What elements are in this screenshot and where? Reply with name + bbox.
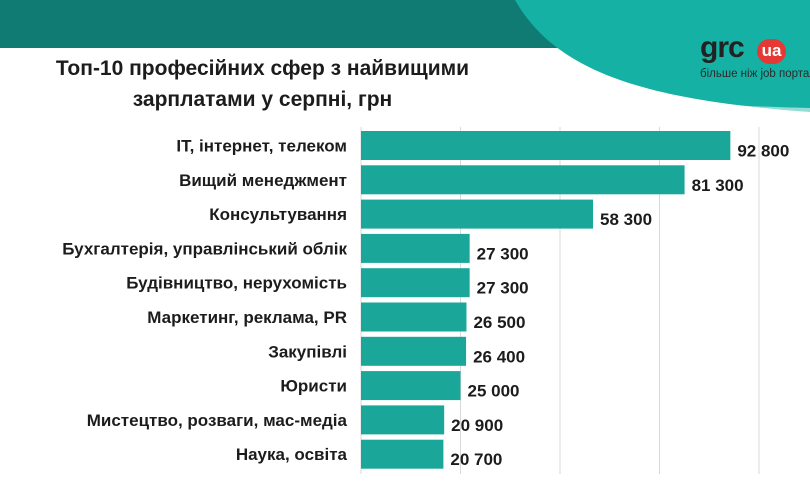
bar	[361, 405, 445, 435]
value-label: 26 400	[473, 347, 525, 366]
bar	[361, 131, 731, 160]
bar	[361, 199, 594, 229]
value-label: 27 300	[477, 279, 529, 298]
logo-badge: ua	[757, 39, 786, 64]
value-label: 92 800	[737, 142, 789, 161]
logo-tagline: більше ніж job портал	[700, 68, 810, 80]
corner-wave-highlight	[520, 48, 810, 114]
bar	[361, 268, 470, 298]
category-label: Юристи	[280, 377, 347, 396]
value-label: 20 700	[450, 450, 502, 469]
category-label: Наука, освіта	[236, 445, 348, 464]
category-label: Консультування	[209, 205, 347, 224]
value-label: 27 300	[477, 244, 529, 263]
bar	[361, 336, 467, 366]
category-label: IT, інтернет, телеком	[176, 137, 347, 156]
bar	[361, 371, 461, 401]
corner-wave-shape	[515, 0, 810, 112]
logo-wordmark: grc	[700, 31, 745, 64]
value-label: 58 300	[600, 210, 652, 229]
bar	[361, 165, 685, 195]
value-label: 26 500	[473, 313, 525, 332]
category-label: Закупівлі	[268, 342, 347, 361]
chart-title-line-1: Топ-10 професійних сфер з найвищими	[55, 57, 470, 80]
grc-logo[interactable]: grc ua більше ніж job портал	[700, 30, 810, 90]
category-label: Мистецтво, розваги, мас-медіа	[87, 411, 348, 430]
bar	[361, 439, 444, 469]
value-label: 20 900	[451, 416, 503, 435]
category-label: Будівництво, нерухомість	[126, 274, 347, 293]
category-label: Бухгалтерія, управлінський облік	[62, 239, 347, 258]
value-label: 81 300	[692, 176, 744, 195]
chart-title-line-2: зарплатами у серпні, грн	[132, 88, 393, 111]
value-label: 25 000	[468, 382, 520, 401]
bar	[361, 233, 470, 263]
category-label: Вищий менеджмент	[179, 171, 347, 190]
bar	[361, 302, 467, 332]
category-label: Маркетинг, реклама, PR	[147, 308, 347, 327]
